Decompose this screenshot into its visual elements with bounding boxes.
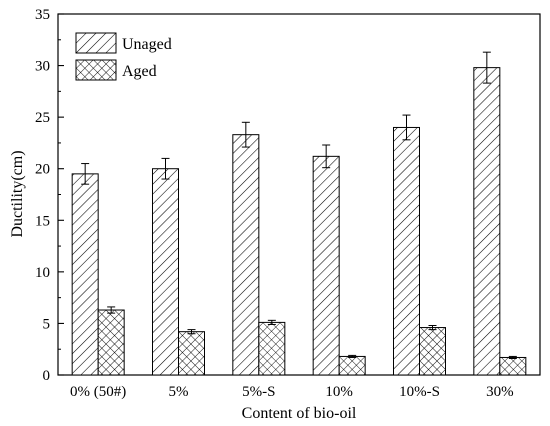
bar-aged <box>338 355 366 376</box>
bar-unaged <box>393 126 420 376</box>
bar-aged <box>97 309 125 376</box>
y-tick-label: 0 <box>43 368 51 384</box>
y-axis-title: Ductility(cm) <box>9 150 26 237</box>
x-axis-ticks: 0% (50#) 5% 5%-S 10% 10%-S 30% <box>70 370 514 400</box>
x-tick-label: 10% <box>325 384 353 400</box>
legend-label-aged: Aged <box>122 63 157 80</box>
y-tick-label: 25 <box>35 110 50 126</box>
legend-label-unaged: Unaged <box>122 36 172 53</box>
y-tick-label: 15 <box>35 213 50 229</box>
bars <box>71 51 527 376</box>
x-tick-label: 10%-S <box>399 384 440 400</box>
bar-unaged <box>473 67 501 376</box>
legend: Unaged Aged <box>75 32 172 81</box>
y-tick-label: 30 <box>35 59 50 75</box>
bar-aged <box>419 327 446 376</box>
x-tick-label: 5%-S <box>242 384 275 400</box>
x-tick-label: 5% <box>169 384 189 400</box>
y-tick-label: 35 <box>35 7 50 23</box>
x-tick-label: 30% <box>486 384 514 400</box>
bar-unaged <box>232 134 260 376</box>
x-tick-label: 0% (50#) <box>70 384 126 400</box>
y-tick-label: 20 <box>35 162 50 178</box>
y-axis-ticks: 0 5 10 15 20 25 30 35 <box>35 7 64 384</box>
bar-aged <box>499 356 527 376</box>
y-tick-label: 10 <box>35 265 50 281</box>
bar-unaged <box>152 168 179 376</box>
bar-aged <box>178 331 205 376</box>
x-axis-title: Content of bio-oil <box>242 405 357 422</box>
bar-unaged <box>312 155 340 376</box>
y-tick-label: 5 <box>43 316 51 332</box>
bar-aged <box>258 321 286 376</box>
bar-unaged <box>71 173 99 376</box>
legend-swatch-aged <box>75 59 117 81</box>
legend-swatch-unaged <box>75 32 117 54</box>
